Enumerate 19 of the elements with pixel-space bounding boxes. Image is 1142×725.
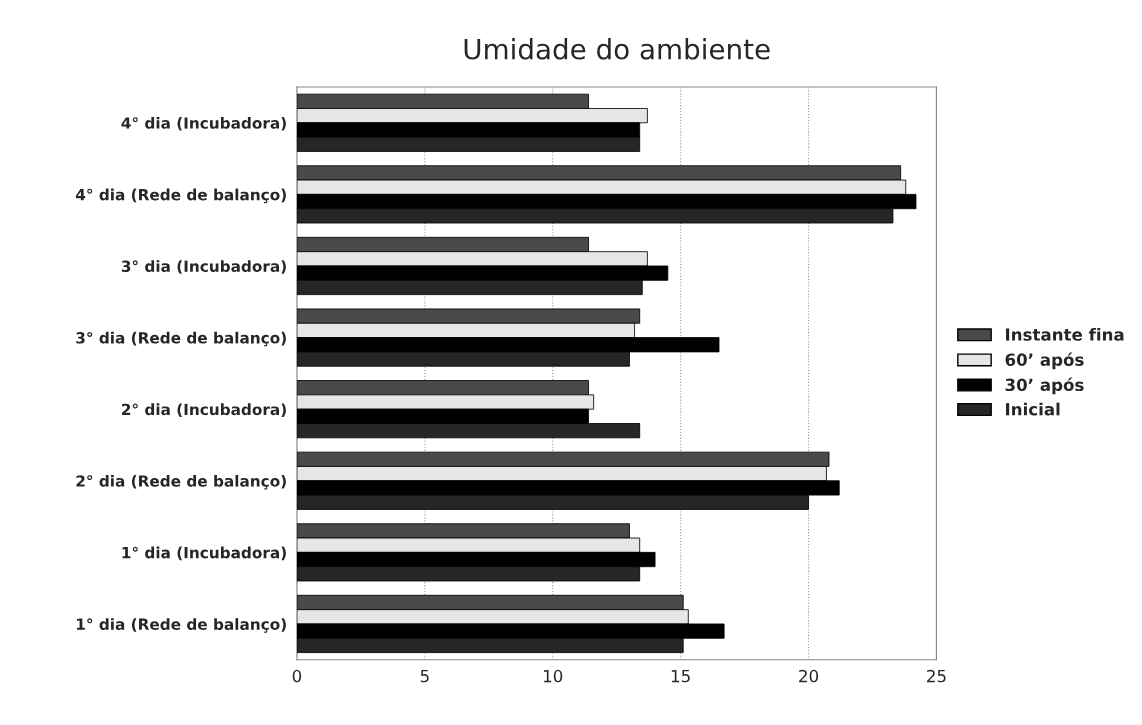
chart-title: Umidade do ambiente: [464, 38, 770, 60]
y-tick-label: 1° dia (Incubadora): [122, 546, 286, 561]
x-tick-label: 0: [292, 669, 302, 683]
y-tick-label: 3° dia (Incubadora): [121, 260, 286, 274]
y-tick-label: 4° dia (Incubadora): [121, 116, 286, 131]
x-tick-label: 25: [927, 669, 946, 683]
y-tick-label: 1° dia (Rede de balanço): [76, 618, 286, 633]
y-tick-label: 2° dia (Rede de balanço): [76, 474, 286, 490]
x-tick-label: 20: [799, 669, 819, 683]
x-tick-label: 15: [671, 669, 690, 683]
x-tick-label: 5: [420, 669, 429, 683]
y-tick-label: 3° dia (Rede de balanço): [76, 331, 286, 347]
legend-label: Inicial: [1006, 402, 1060, 416]
x-tick-label: 10: [543, 669, 563, 683]
y-tick-label: 4° dia (Rede de balanço): [75, 188, 286, 204]
y-tick-label: 2° dia (Incubadora): [122, 403, 286, 417]
legend-label: 60’ após: [1005, 352, 1084, 370]
legend-label: Instante fina: [1006, 327, 1124, 341]
legend-label: 30’ após: [1005, 377, 1084, 395]
